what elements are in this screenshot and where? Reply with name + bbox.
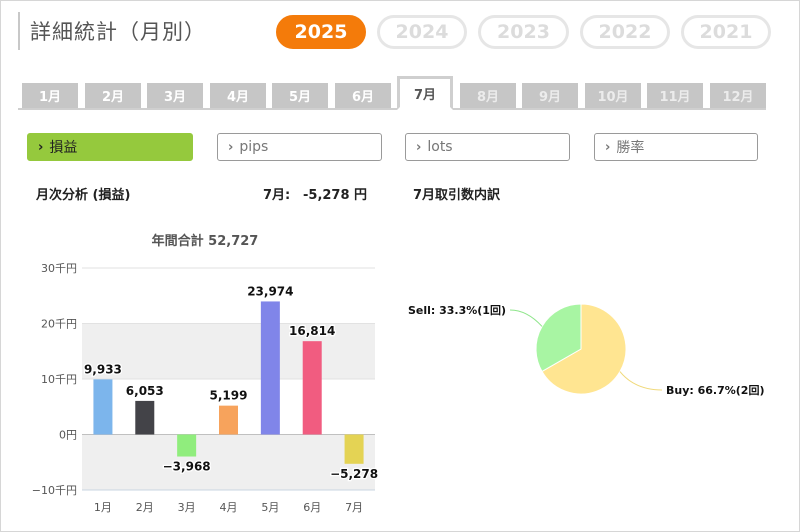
x-tick-label: 2月 xyxy=(136,501,154,514)
tab-month-2[interactable]: 2月 xyxy=(85,83,141,108)
x-tick-label: 5月 xyxy=(261,501,279,514)
metric-label-pips: pips xyxy=(239,139,269,155)
x-tick-label: 3月 xyxy=(178,501,196,514)
bar-3[interactable] xyxy=(177,434,197,457)
year-button-2023[interactable]: 2023 xyxy=(478,15,569,49)
tab-month-7[interactable]: 7月 xyxy=(397,76,453,110)
trade-breakdown-heading: 7月取引数内訳 xyxy=(413,188,501,203)
year-button-2024[interactable]: 2024 xyxy=(377,15,467,49)
bar-value-label: −3,968 xyxy=(163,460,211,474)
year-button-2021[interactable]: 2021 xyxy=(681,15,771,49)
x-tick-label: 1月 xyxy=(94,501,112,514)
bar-value-label: 16,814 xyxy=(289,324,335,338)
bar-value-label: 6,053 xyxy=(126,384,164,398)
chevron-right-icon: › xyxy=(228,139,234,155)
bar-value-label: 23,974 xyxy=(247,284,293,298)
chevron-right-icon: › xyxy=(605,139,611,155)
chart-grid-band xyxy=(82,323,375,379)
bar-5[interactable] xyxy=(260,301,280,435)
metric-toggle-winrate[interactable]: › 勝率 xyxy=(594,133,758,161)
tab-month-8[interactable]: 8月 xyxy=(460,83,516,108)
tab-month-10[interactable]: 10月 xyxy=(585,83,641,108)
pie-slice-label: Buy: 66.7%(2回) xyxy=(666,383,764,397)
metric-toggle-pips[interactable]: › pips xyxy=(217,133,382,161)
trade-breakdown-pie-chart: Buy: 66.7%(2回) Sell: 33.3%(1回) xyxy=(408,303,765,397)
y-tick-label: 30千円 xyxy=(41,262,77,275)
bar-4[interactable] xyxy=(219,405,238,435)
tab-month-6[interactable]: 6月 xyxy=(335,83,391,108)
tab-month-12[interactable]: 12月 xyxy=(710,83,766,108)
chart-grid-band xyxy=(82,434,375,490)
chart-title: 年間合計 52,727 xyxy=(152,233,259,249)
bar-1[interactable] xyxy=(93,379,113,435)
monthly-profit-bar-chart: 年間合計 52,727 30千円 20千円 10千円 0円 −10千円 9,933 6,0… xyxy=(32,233,380,514)
year-button-2025[interactable]: 2025 xyxy=(276,15,366,49)
pie-leader-line xyxy=(509,309,543,327)
page-title: 詳細統計（月別） xyxy=(30,20,206,44)
x-tick-label: 7月 xyxy=(345,501,363,514)
month-tab-strip xyxy=(18,108,766,110)
monthly-analysis-heading: 月次分析 (損益) xyxy=(36,188,131,203)
tab-month-9[interactable]: 9月 xyxy=(522,83,578,108)
metric-toggle-profit[interactable]: › 損益 xyxy=(27,133,193,161)
year-button-2022[interactable]: 2022 xyxy=(580,15,670,49)
metric-label-profit: 損益 xyxy=(49,140,78,156)
tab-month-5[interactable]: 5月 xyxy=(272,83,328,108)
tab-month-11[interactable]: 11月 xyxy=(647,83,703,108)
month-result-label: 7月: xyxy=(263,188,291,203)
metric-label-lots: lots xyxy=(427,139,453,155)
month-result-value: -5,278 円 xyxy=(303,188,368,203)
metric-label-winrate: 勝率 xyxy=(616,140,645,156)
bar-value-label: 5,199 xyxy=(210,389,248,403)
x-tick-label: 4月 xyxy=(220,501,238,514)
pie-slice-label: Sell: 33.3%(1回) xyxy=(408,303,506,317)
tab-month-3[interactable]: 3月 xyxy=(147,83,203,108)
tab-month-4[interactable]: 4月 xyxy=(210,83,266,108)
pie-slice-sell[interactable] xyxy=(535,303,582,373)
chevron-right-icon: › xyxy=(416,139,422,155)
bar-6[interactable] xyxy=(302,341,322,435)
bar-value-label: −5,278 xyxy=(330,467,378,481)
bar-7[interactable] xyxy=(344,434,364,464)
y-tick-label: 10千円 xyxy=(41,373,77,386)
metric-toggle-lots[interactable]: › lots xyxy=(405,133,570,161)
y-tick-label: −10千円 xyxy=(32,484,77,497)
pie-leader-line xyxy=(619,371,663,391)
bar-value-label: 9,933 xyxy=(84,362,122,376)
x-tick-label: 6月 xyxy=(303,501,321,514)
y-tick-label: 20千円 xyxy=(41,318,77,331)
title-accent-bar xyxy=(18,12,20,50)
y-tick-label: 0円 xyxy=(59,429,77,442)
tab-month-1[interactable]: 1月 xyxy=(22,83,78,108)
bar-2[interactable] xyxy=(135,400,155,435)
chevron-right-icon: › xyxy=(38,139,44,155)
